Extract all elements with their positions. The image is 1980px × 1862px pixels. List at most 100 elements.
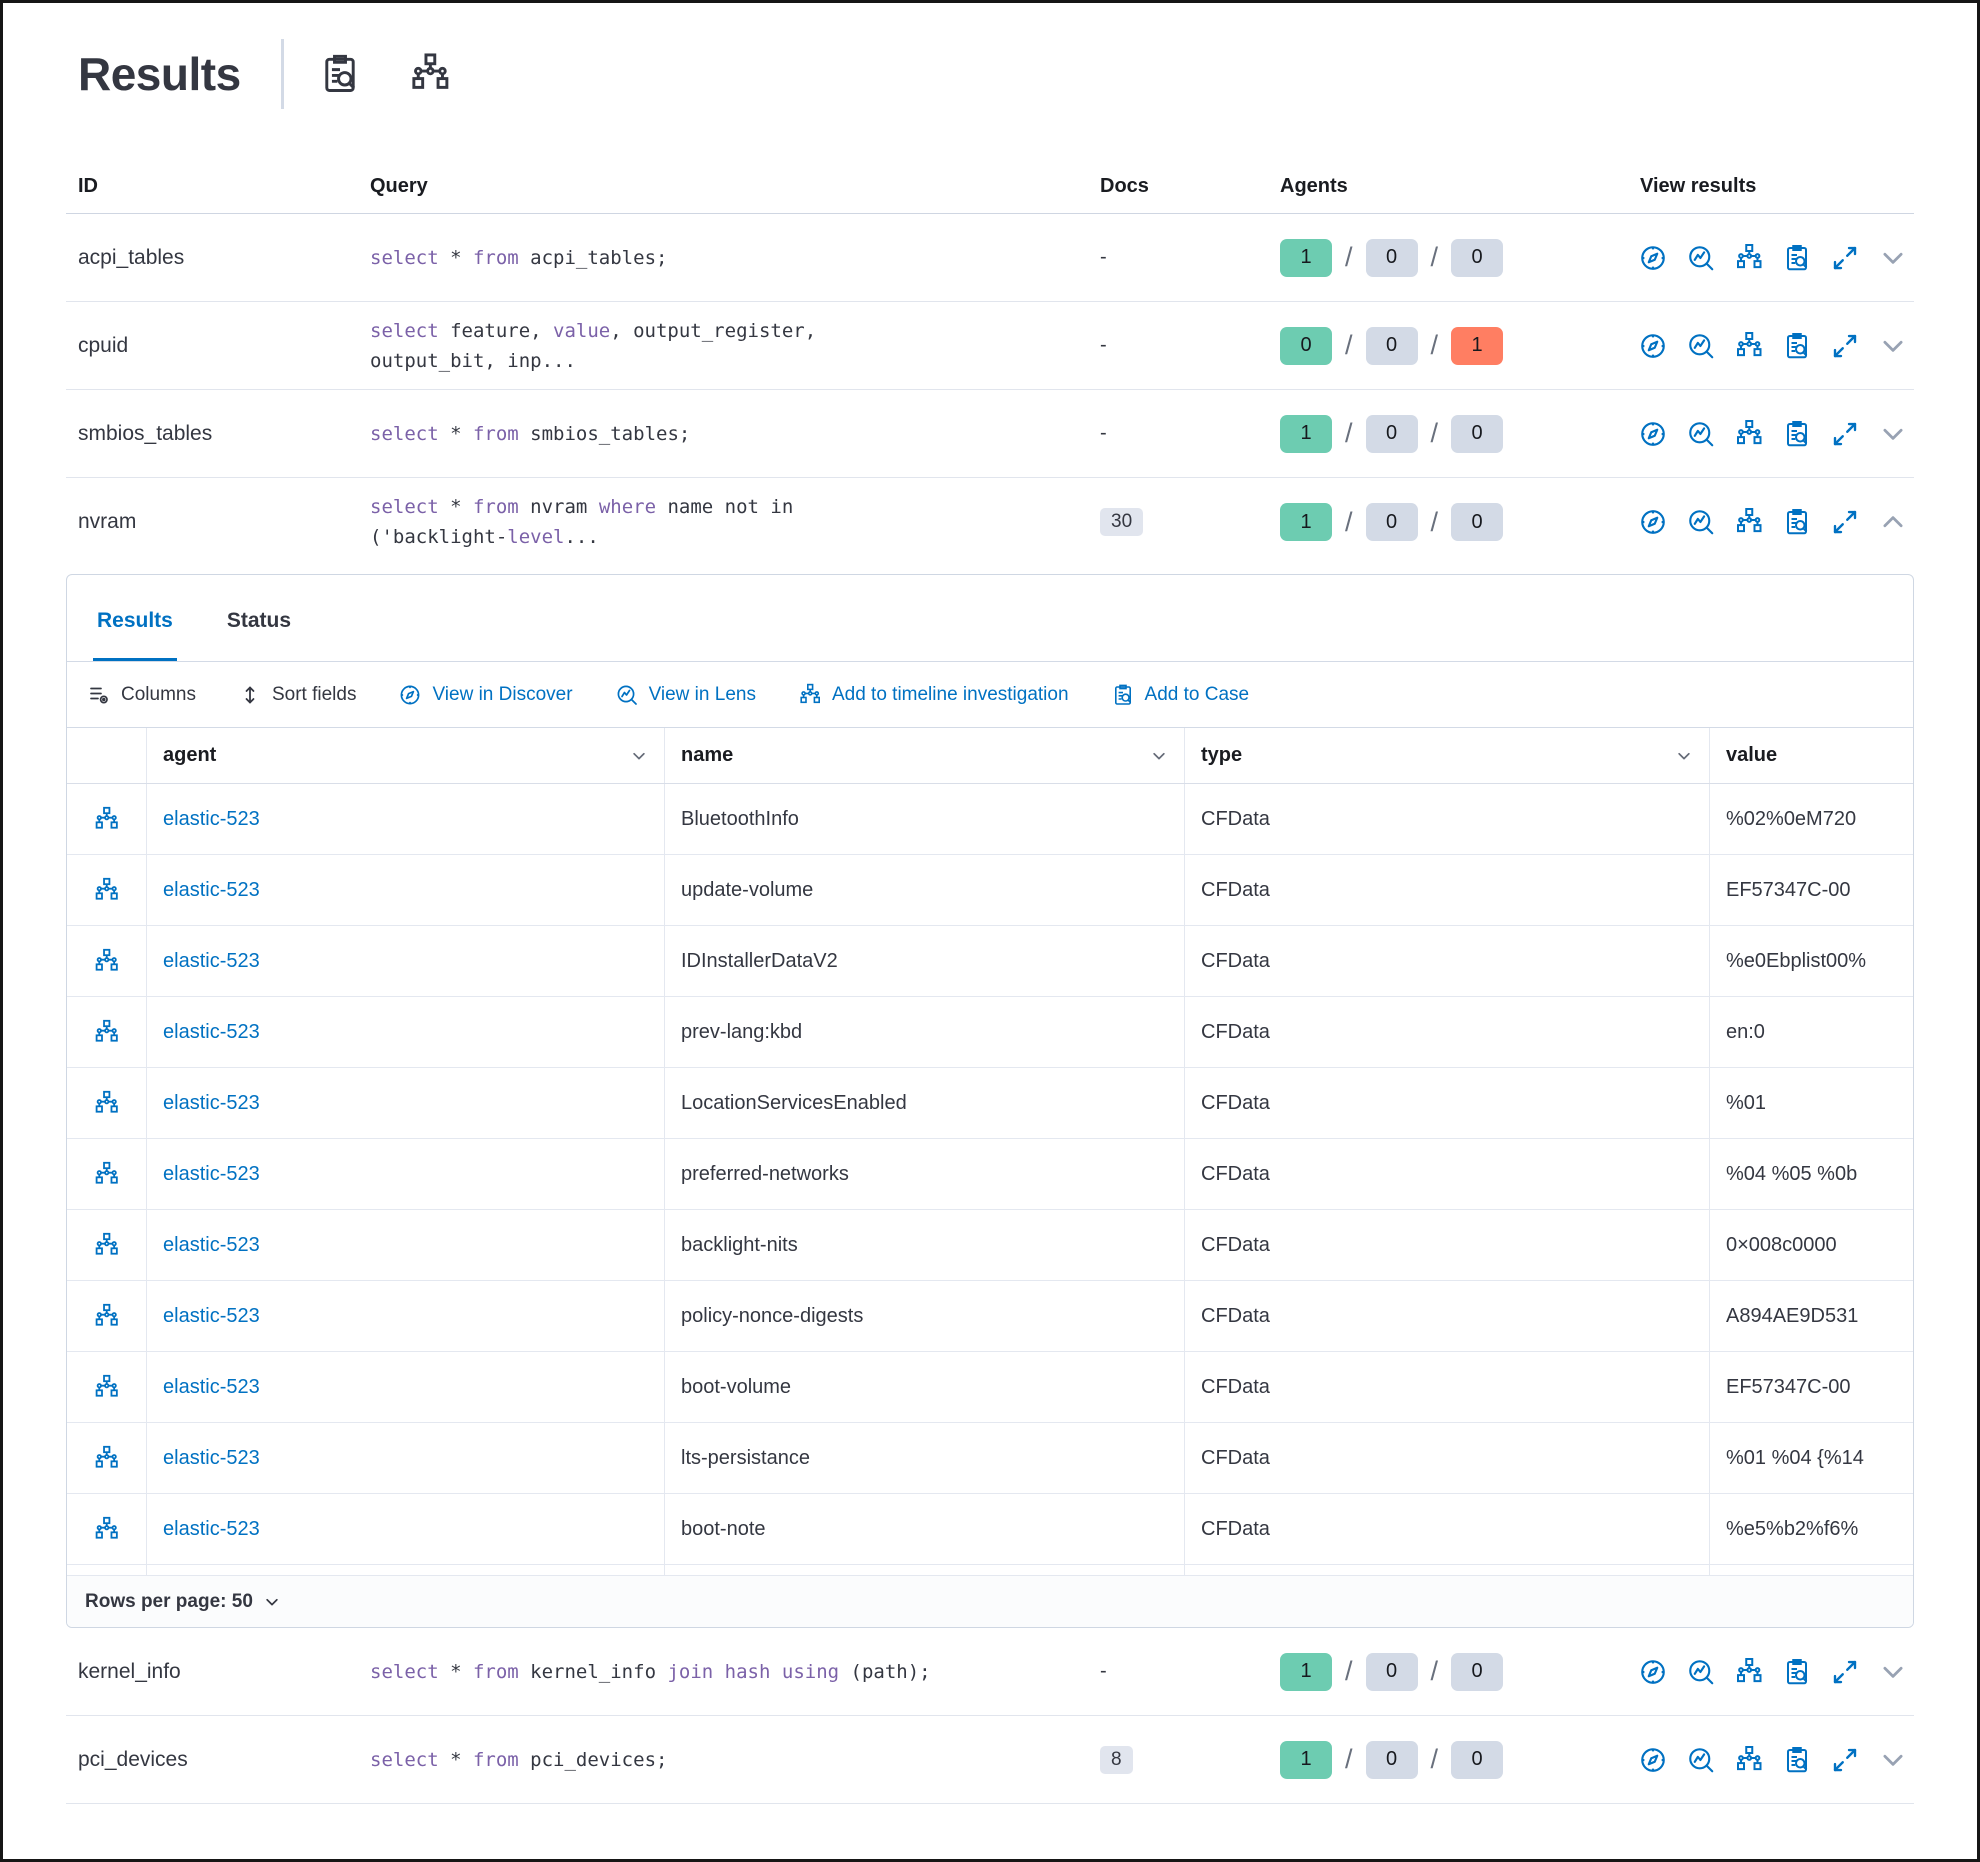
discover-icon[interactable] xyxy=(1638,243,1668,273)
rows-per-page-control[interactable]: Rows per page: 50 xyxy=(67,1575,1913,1627)
timeline-icon[interactable] xyxy=(93,1303,120,1330)
case-icon[interactable] xyxy=(1782,331,1812,361)
grid-column-header-value[interactable]: value xyxy=(1710,728,1913,783)
agent-link[interactable]: elastic-523 xyxy=(163,1233,260,1256)
panel-tabs: Results Status xyxy=(67,575,1913,662)
chevron-down-icon[interactable] xyxy=(1878,1657,1908,1687)
expand-icon[interactable] xyxy=(1830,1657,1860,1687)
add-to-timeline-investigation-button[interactable]: Add to timeline investigation xyxy=(798,683,1069,707)
columns-button[interactable]: Columns xyxy=(87,683,196,707)
tab-results[interactable]: Results xyxy=(93,575,177,661)
sql-text: pci_devices; xyxy=(518,1748,668,1771)
grid-column-header-agent[interactable]: agent xyxy=(147,728,665,783)
timeline-icon[interactable] xyxy=(93,1161,120,1188)
case-icon[interactable] xyxy=(1782,507,1812,537)
partial-cell xyxy=(665,1565,1185,1575)
timeline-icon[interactable] xyxy=(1734,1657,1764,1687)
view-in-discover-button[interactable]: View in Discover xyxy=(398,683,573,707)
name-cell: boot-volume xyxy=(665,1352,1185,1422)
discover-icon[interactable] xyxy=(1638,1657,1668,1687)
expand-icon[interactable] xyxy=(1830,1745,1860,1775)
agent-status-badge-default: 0 xyxy=(1451,238,1504,277)
chevron-down-icon[interactable] xyxy=(630,747,648,765)
type-text: CFData xyxy=(1201,878,1270,901)
agent-link[interactable]: elastic-523 xyxy=(163,1091,260,1114)
chevron-down-icon[interactable] xyxy=(1878,331,1908,361)
docs-cell: 30 xyxy=(1088,508,1268,536)
lens-icon[interactable] xyxy=(1686,419,1716,449)
timeline-icon[interactable] xyxy=(93,948,120,975)
case-icon[interactable] xyxy=(1782,1745,1812,1775)
chevron-down-icon[interactable] xyxy=(1878,243,1908,273)
timeline-icon[interactable] xyxy=(93,1090,120,1117)
discover-icon[interactable] xyxy=(1638,1745,1668,1775)
chevron-down-icon[interactable] xyxy=(1150,747,1168,765)
timeline-icon[interactable] xyxy=(1734,419,1764,449)
docs-empty-dash: - xyxy=(1100,246,1107,268)
inspect-button[interactable] xyxy=(318,52,362,96)
type-text: CFData xyxy=(1201,1517,1270,1540)
sql-text xyxy=(770,1661,781,1683)
chevron-up-icon[interactable] xyxy=(1878,507,1908,537)
expand-icon[interactable] xyxy=(1830,507,1860,537)
timeline-icon[interactable] xyxy=(93,1019,120,1046)
timeline-icon[interactable] xyxy=(1734,243,1764,273)
agent-link[interactable]: elastic-523 xyxy=(163,1162,260,1185)
agent-link[interactable]: elastic-523 xyxy=(163,1020,260,1043)
timeline-icon[interactable] xyxy=(93,1374,120,1401)
agents-separator: / xyxy=(1345,418,1353,448)
nodegraph-button[interactable] xyxy=(408,52,452,96)
agent-link[interactable]: elastic-523 xyxy=(163,1446,260,1469)
timeline-icon[interactable] xyxy=(93,806,120,833)
add-to-case-button[interactable]: Add to Case xyxy=(1111,683,1249,707)
case-icon[interactable] xyxy=(1782,243,1812,273)
agent-link[interactable]: elastic-523 xyxy=(163,1375,260,1398)
agent-link[interactable]: elastic-523 xyxy=(163,1304,260,1327)
lens-icon[interactable] xyxy=(1686,507,1716,537)
type-cell: CFData xyxy=(1185,1281,1710,1351)
chevron-down-icon[interactable] xyxy=(1878,1745,1908,1775)
type-cell: CFData xyxy=(1185,1210,1710,1280)
timeline-icon[interactable] xyxy=(93,1516,120,1543)
expand-icon[interactable] xyxy=(1830,331,1860,361)
agent-link[interactable]: elastic-523 xyxy=(163,949,260,972)
view-results-actions xyxy=(1628,1745,1914,1775)
expand-icon[interactable] xyxy=(1830,243,1860,273)
lens-icon[interactable] xyxy=(1686,331,1716,361)
timeline-icon[interactable] xyxy=(93,1232,120,1259)
grid-column-header-name[interactable]: name xyxy=(665,728,1185,783)
sql-code: select feature, value, output_register, o… xyxy=(370,316,1088,376)
agent-status-badge-default: 0 xyxy=(1365,503,1418,541)
sql-text: nvram xyxy=(518,496,599,518)
value-text: %04 %05 %0b xyxy=(1726,1162,1858,1185)
agent-link[interactable]: elastic-523 xyxy=(163,1517,260,1540)
toolbar-label: View in Discover xyxy=(432,683,573,705)
type-text: CFData xyxy=(1201,1020,1270,1043)
case-icon[interactable] xyxy=(1782,1657,1812,1687)
grid-column-header-type[interactable]: type xyxy=(1185,728,1710,783)
timeline-icon[interactable] xyxy=(1734,331,1764,361)
timeline-icon[interactable] xyxy=(93,1445,120,1472)
tab-status[interactable]: Status xyxy=(223,575,295,661)
chevron-down-icon[interactable] xyxy=(1878,419,1908,449)
expand-icon[interactable] xyxy=(1830,419,1860,449)
sort-fields-button[interactable]: Sort fields xyxy=(238,683,356,707)
discover-icon[interactable] xyxy=(1638,507,1668,537)
docs-cell: 8 xyxy=(1088,1745,1268,1774)
view-in-lens-button[interactable]: View in Lens xyxy=(615,683,756,707)
chevron-down-icon[interactable] xyxy=(1675,747,1693,765)
agents-separator: / xyxy=(1430,1656,1439,1686)
agent-link[interactable]: elastic-523 xyxy=(163,878,260,901)
agent-cell: elastic-523 xyxy=(147,1494,665,1564)
timeline-icon[interactable] xyxy=(1734,1745,1764,1775)
timeline-icon[interactable] xyxy=(1734,507,1764,537)
lens-icon[interactable] xyxy=(1686,243,1716,273)
agent-link[interactable]: elastic-523 xyxy=(163,807,260,830)
lens-icon[interactable] xyxy=(1686,1745,1716,1775)
timeline-icon[interactable] xyxy=(93,877,120,904)
chevron-down-icon xyxy=(263,1593,281,1611)
discover-icon[interactable] xyxy=(1638,331,1668,361)
case-icon[interactable] xyxy=(1782,419,1812,449)
lens-icon[interactable] xyxy=(1686,1657,1716,1687)
discover-icon[interactable] xyxy=(1638,419,1668,449)
